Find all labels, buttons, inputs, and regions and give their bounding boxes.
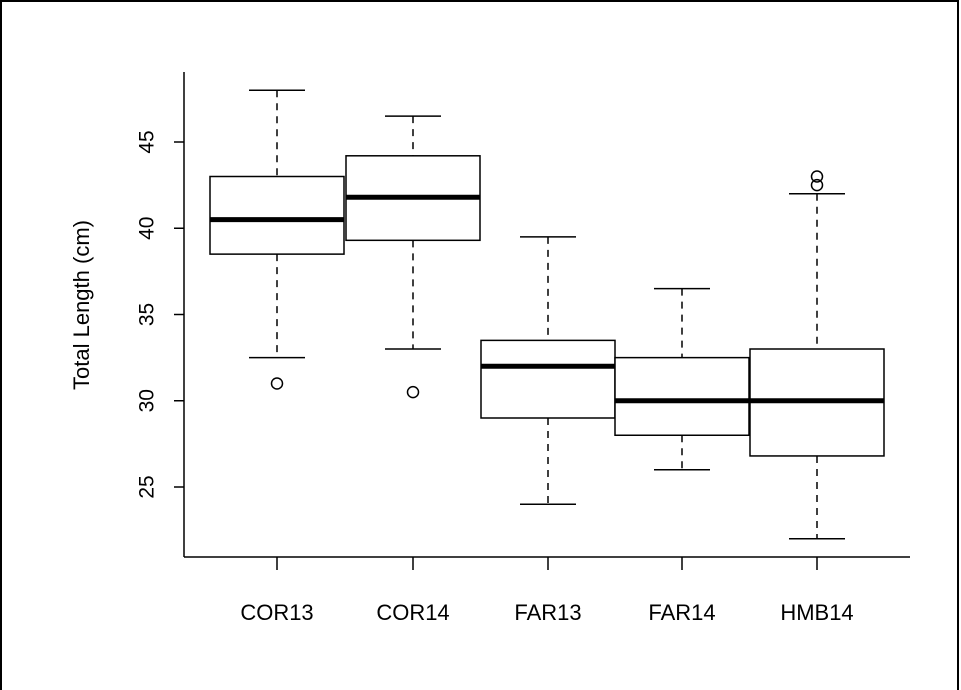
x-tick-label: COR14 bbox=[376, 600, 449, 625]
iqr-box bbox=[209, 175, 345, 255]
outlier-point bbox=[270, 377, 284, 390]
iqr-box bbox=[614, 356, 750, 436]
box-group-far14 bbox=[614, 287, 750, 471]
iqr-box bbox=[480, 339, 616, 419]
y-axis-label: Total Length (cm) bbox=[69, 220, 94, 390]
x-ticks: COR13 COR14 FAR13 FAR14 HMB14 bbox=[240, 557, 854, 625]
box-group-cor13 bbox=[209, 89, 345, 390]
outlier-point bbox=[810, 178, 824, 192]
outlier-point bbox=[810, 170, 824, 183]
y-tick-label: 25 bbox=[135, 475, 158, 498]
y-tick-label: 30 bbox=[135, 389, 158, 412]
outlier-point bbox=[406, 385, 420, 399]
box-group-cor14 bbox=[345, 115, 481, 399]
axes bbox=[183, 72, 910, 558]
box-group-hmb14 bbox=[749, 170, 885, 540]
x-tick-label: HMB14 bbox=[780, 600, 853, 625]
boxes bbox=[209, 89, 885, 540]
y-tick-label: 40 bbox=[135, 217, 158, 240]
y-ticks: 25 30 35 40 45 bbox=[135, 130, 184, 499]
x-tick-label: FAR14 bbox=[648, 600, 715, 625]
box-group-far13 bbox=[480, 236, 616, 505]
y-tick-label: 35 bbox=[135, 303, 158, 326]
y-tick-label: 45 bbox=[135, 130, 158, 153]
x-tick-label: FAR13 bbox=[514, 600, 581, 625]
x-tick-label: COR13 bbox=[240, 600, 313, 625]
